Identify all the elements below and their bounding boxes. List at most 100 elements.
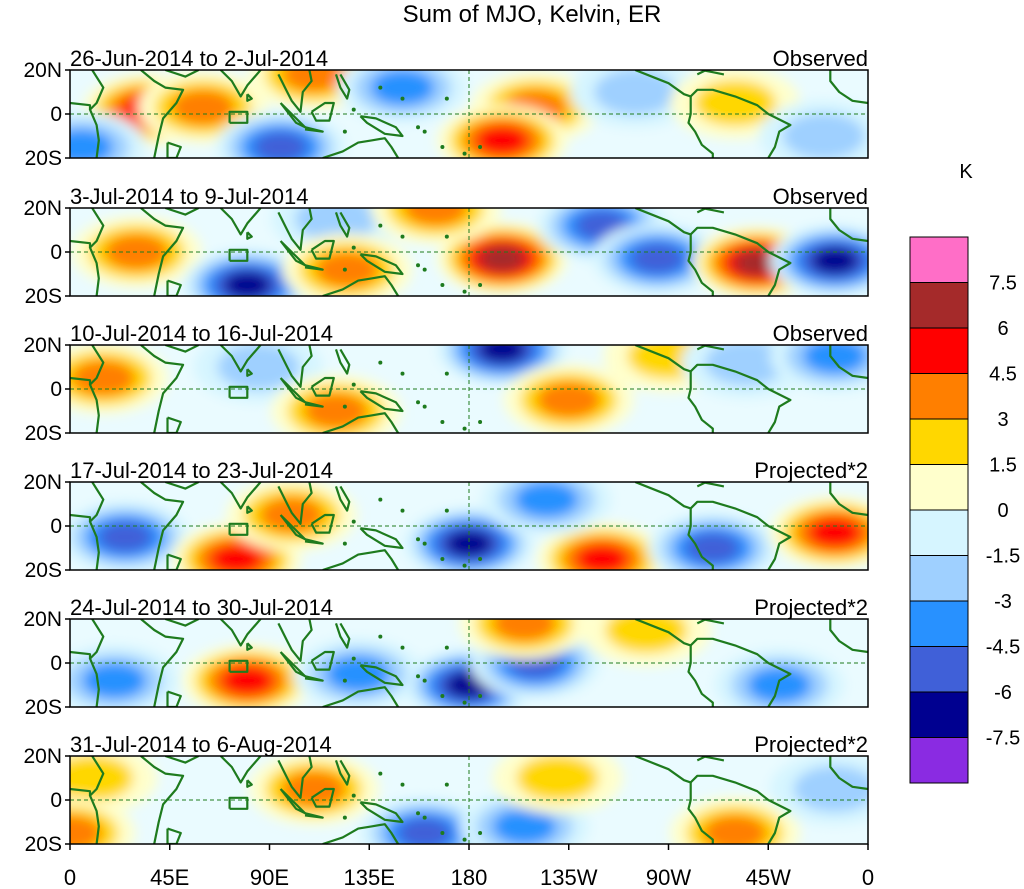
island	[400, 645, 405, 650]
island	[422, 404, 427, 409]
colorbar-label: 3	[997, 409, 1008, 431]
coastline	[277, 482, 313, 525]
island	[342, 129, 347, 134]
panel-status: Observed	[773, 321, 868, 346]
island	[444, 782, 449, 787]
island	[422, 541, 427, 546]
anomaly-blob	[82, 662, 146, 699]
colorbar-label: 4.5	[989, 364, 1017, 386]
x-tick-label: 45E	[150, 865, 189, 889]
anomaly-blob	[253, 131, 308, 158]
coastline	[829, 482, 868, 517]
colorbar-label: 1.5	[989, 455, 1017, 477]
coastline	[334, 73, 351, 100]
island	[462, 151, 467, 156]
island	[478, 283, 483, 287]
coastline	[246, 505, 253, 514]
colorbar-swatch	[909, 373, 969, 420]
coastline	[304, 812, 324, 819]
island	[462, 837, 467, 842]
anomaly-blob	[705, 345, 788, 386]
coastline	[829, 208, 868, 243]
y-tick-label: 0	[50, 103, 62, 126]
coastline	[304, 126, 324, 133]
x-axis: 0 45E 90E 135E 180 135W 90W 45W 0	[64, 844, 874, 889]
island	[416, 400, 421, 405]
anomaly-blob	[811, 247, 859, 275]
y-tick-label: 20N	[23, 471, 62, 494]
anomaly-blob	[475, 125, 529, 156]
island	[478, 420, 483, 424]
y-tick-label: 0	[50, 789, 62, 812]
colorbar-swatch	[909, 327, 969, 374]
coastline	[164, 208, 200, 216]
coastlines	[70, 208, 868, 296]
anomaly-blob	[605, 619, 688, 653]
coastline	[689, 774, 792, 844]
colorbar-label: -3	[994, 591, 1012, 613]
coastline	[304, 264, 324, 271]
island	[378, 360, 383, 365]
coastline	[228, 796, 249, 810]
panel-date-range: 26-Jun-2014 to 2-Jul-2014	[70, 46, 328, 71]
anomaly-blob	[282, 70, 346, 93]
panel-6: 20N 0 20S 31-Jul-2014 to 6-Aug-2014 Projecte…	[23, 732, 869, 856]
colorbar-swatch	[909, 737, 969, 784]
colorbar-label: 7.5	[989, 273, 1017, 295]
anomaly-blob	[445, 530, 493, 557]
coastline	[219, 345, 262, 373]
coastline	[246, 93, 253, 102]
coastline	[322, 823, 400, 844]
coastline	[689, 637, 792, 707]
coastline	[70, 101, 92, 110]
coastline	[70, 376, 92, 385]
coastline	[322, 686, 400, 707]
y-tick-label: 20N	[23, 59, 62, 82]
coastline	[277, 756, 313, 799]
panel-2: 20N 0 20S 3-Jul-2014 to 9-Jul-2014 Observed	[23, 184, 869, 308]
coastline	[246, 779, 253, 788]
coastline	[359, 527, 404, 550]
coastline	[304, 538, 324, 545]
coastline	[634, 345, 692, 373]
coastline	[166, 416, 182, 433]
coastline	[310, 239, 335, 260]
coastline	[277, 345, 313, 388]
panel-status: Projected*2	[754, 458, 868, 483]
anomaly-field	[70, 619, 845, 707]
anomaly-blob	[703, 815, 767, 844]
island	[444, 96, 449, 101]
coastline	[334, 759, 351, 786]
coastline	[829, 619, 868, 654]
panel-date-range: 17-Jul-2014 to 23-Jul-2014	[70, 458, 333, 483]
anomaly-blob	[171, 89, 235, 126]
colorbar-swatch	[909, 464, 969, 511]
x-tick-label: 90E	[250, 865, 289, 889]
coastline	[166, 690, 182, 707]
y-tick-label: 20S	[25, 147, 62, 170]
y-tick-label: 20N	[23, 197, 62, 220]
coastline	[689, 500, 792, 570]
island	[400, 234, 405, 239]
x-tick-label: 180	[451, 865, 488, 889]
coastline	[219, 70, 262, 98]
coastline	[334, 348, 351, 375]
colorbar-unit: K	[959, 161, 973, 183]
coastline	[140, 482, 185, 570]
y-tick-label: 20N	[23, 745, 62, 768]
panel-date-range: 10-Jul-2014 to 16-Jul-2014	[70, 321, 333, 346]
island	[478, 557, 483, 561]
anomaly-blob	[70, 815, 102, 844]
panel-status: Projected*2	[754, 732, 868, 757]
anomaly-blob	[516, 756, 599, 801]
y-tick-label: 20S	[25, 559, 62, 582]
island	[351, 382, 356, 387]
coastline	[164, 619, 200, 627]
island	[416, 263, 421, 268]
island	[378, 85, 383, 90]
anomaly-blob	[98, 521, 153, 553]
y-tick-label: 20N	[23, 608, 62, 631]
island	[462, 289, 467, 294]
island	[440, 831, 445, 835]
